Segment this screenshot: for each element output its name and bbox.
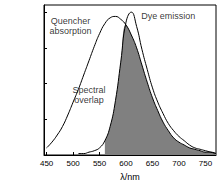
svg-text:λ/nm: λ/nm xyxy=(120,172,140,182)
svg-text:Spectral: Spectral xyxy=(72,85,105,95)
svg-text:550: 550 xyxy=(93,159,107,168)
svg-text:absorption: absorption xyxy=(49,26,91,36)
svg-text:650: 650 xyxy=(146,159,160,168)
svg-text:overlap: overlap xyxy=(74,95,104,105)
svg-text:750: 750 xyxy=(199,159,213,168)
svg-text:600: 600 xyxy=(119,159,133,168)
svg-text:500: 500 xyxy=(66,159,80,168)
svg-text:450: 450 xyxy=(40,159,54,168)
svg-text:700: 700 xyxy=(172,159,186,168)
svg-text:Dye emission: Dye emission xyxy=(141,11,195,21)
svg-text:Quencher: Quencher xyxy=(51,16,91,26)
